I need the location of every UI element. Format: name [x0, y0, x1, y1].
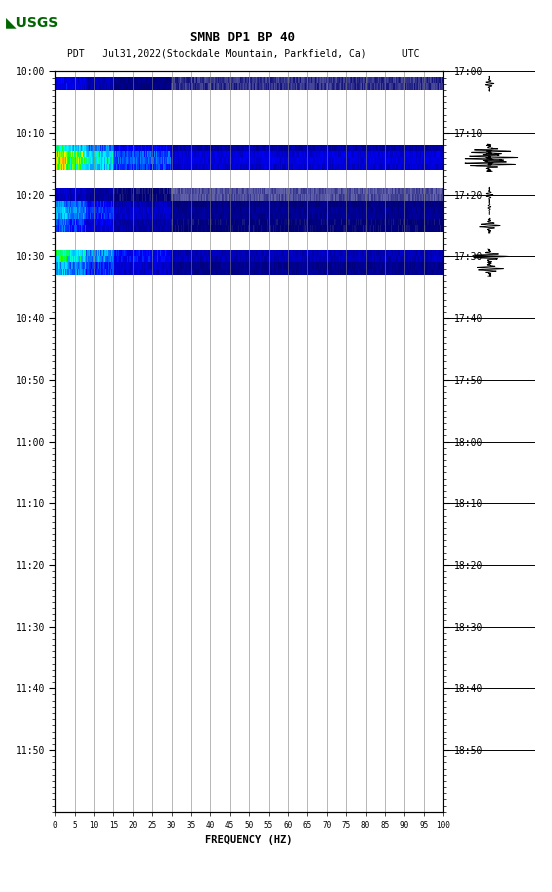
- X-axis label: FREQUENCY (HZ): FREQUENCY (HZ): [205, 835, 293, 846]
- Text: ◣USGS: ◣USGS: [6, 15, 59, 29]
- Text: SMNB DP1 BP 40: SMNB DP1 BP 40: [190, 31, 295, 44]
- Text: PDT   Jul31,2022(Stockdale Mountain, Parkfield, Ca)      UTC: PDT Jul31,2022(Stockdale Mountain, Parkf…: [67, 48, 419, 59]
